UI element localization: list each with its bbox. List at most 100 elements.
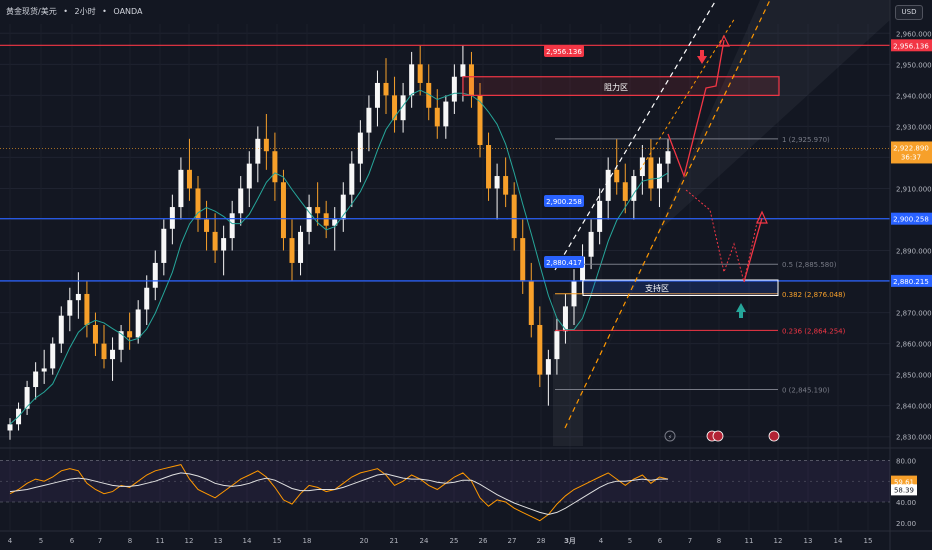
axis-label-support-lower-bg: [891, 274, 932, 287]
candle-body-45: [392, 95, 398, 121]
price-tick-5: 2,910.000: [896, 185, 932, 193]
price-tick-3: 2,930.000: [896, 123, 932, 131]
interval-label[interactable]: 2小时: [74, 7, 96, 16]
candle-body-26: [229, 213, 235, 239]
candle-body-77: [665, 151, 671, 164]
candle-body-41: [357, 132, 363, 164]
candle-body-34: [298, 231, 304, 263]
candle-body-39: [340, 194, 346, 220]
candle-body-53: [460, 64, 466, 77]
time-label-7: 13: [214, 537, 223, 545]
candle-body-8: [75, 293, 81, 301]
us-flag-event-icon-1: [712, 430, 724, 442]
rsi-value-label: 59.61: [894, 479, 914, 487]
time-label-28: 15: [864, 537, 873, 545]
time-label-4: 8: [128, 537, 132, 545]
candle-body-49: [426, 82, 432, 108]
candle-body-55: [477, 95, 483, 146]
candle-body-31: [272, 151, 278, 183]
candle-body-20: [178, 169, 184, 208]
time-label-26: 13: [804, 537, 813, 545]
time-label-20: 5: [628, 537, 632, 545]
candle-body-69: [597, 200, 603, 232]
candle-body-12: [110, 349, 116, 360]
chart-header: 黄金现货/美元 • 2小时 • OANDA: [6, 6, 147, 17]
candle-body-25: [221, 238, 227, 251]
header-separator-2: •: [102, 7, 107, 16]
candle-body-73: [631, 176, 637, 201]
candle-body-76: [656, 163, 662, 189]
resistance-zone: [462, 76, 780, 96]
fib-label-3: 0.236 (2,864.254): [782, 327, 846, 335]
time-label-6: 12: [185, 537, 194, 545]
axis-label-resistance: 2,956.136: [893, 42, 929, 50]
candle-body-13: [118, 331, 124, 350]
price-tick-0: 2,960.000: [896, 30, 932, 38]
candle-body-44: [383, 82, 389, 96]
axis-label-support-lower: 2,880.215: [893, 278, 929, 286]
candle-body-19: [169, 207, 175, 229]
candle-body-40: [349, 163, 355, 195]
time-label-15: 26: [479, 537, 488, 545]
candle-body-37: [323, 213, 329, 226]
time-label-22: 7: [688, 537, 692, 545]
fib-label-4: 0 (2,845.190): [782, 387, 830, 395]
projection-arrow-rebound: [756, 210, 768, 224]
candle-body-58: [503, 176, 509, 195]
time-label-19: 4: [599, 537, 604, 545]
candle-body-50: [434, 107, 440, 127]
time-label-23: 8: [717, 537, 721, 545]
time-label-18: 3月: [564, 537, 576, 545]
candle-body-27: [238, 188, 244, 214]
candle-body-33: [289, 238, 295, 263]
support-badge-upper: 2,900.258: [546, 198, 582, 206]
resistance-zone-label: 阻力区: [604, 82, 628, 92]
candle-body-51: [443, 101, 449, 127]
axis-label-support-upper-bg: [891, 212, 932, 225]
candle-body-6: [58, 315, 64, 344]
time-label-2: 6: [70, 537, 75, 545]
rsi-tick-3: 20.00: [896, 520, 916, 528]
rsi-ma-line: [9, 472, 668, 516]
candle-body-14: [127, 331, 133, 338]
up-arrow-marker: [736, 303, 746, 312]
time-label-17: 28: [537, 537, 546, 545]
candle-body-43: [374, 82, 380, 108]
candle-body-29: [255, 138, 261, 164]
candle-body-52: [451, 76, 457, 102]
candles-group: [7, 45, 671, 440]
currency-button[interactable]: USD: [895, 5, 923, 20]
candle-body-74: [639, 157, 645, 177]
time-label-5: 11: [156, 537, 165, 545]
us-flag-event-icon-2: [768, 430, 780, 442]
source-label: OANDA: [113, 7, 143, 16]
candle-body-35: [306, 207, 312, 232]
candle-body-54: [468, 64, 474, 96]
up-arrow-stem: [739, 312, 743, 318]
time-label-0: 4: [8, 537, 13, 545]
candle-body-65: [562, 306, 568, 332]
candle-body-21: [186, 169, 192, 189]
candle-body-28: [246, 163, 252, 189]
rsi-ma-label: 58.39: [894, 486, 914, 494]
rsi-tick-0: 80.00: [896, 457, 916, 465]
support-badge-lower: 2,880.417: [546, 259, 582, 267]
axis-label-support-upper: 2,900.258: [893, 216, 929, 224]
candle-body-36: [315, 207, 321, 214]
price-tick-11: 2,850.000: [896, 372, 932, 380]
axis-label-resistance-bg: [891, 39, 932, 52]
time-label-21: 6: [658, 537, 663, 545]
time-label-11: 20: [360, 537, 369, 545]
time-label-25: 12: [774, 537, 783, 545]
resistance-badge: 2,956.136: [546, 48, 582, 56]
candle-body-57: [494, 176, 500, 189]
projection-path-rebound: [743, 217, 763, 283]
candle-body-22: [195, 188, 201, 220]
time-label-9: 15: [273, 537, 282, 545]
moving-average-line: [9, 89, 669, 425]
candle-body-64: [554, 331, 560, 360]
candle-body-47: [409, 64, 415, 96]
candle-body-18: [161, 228, 167, 263]
